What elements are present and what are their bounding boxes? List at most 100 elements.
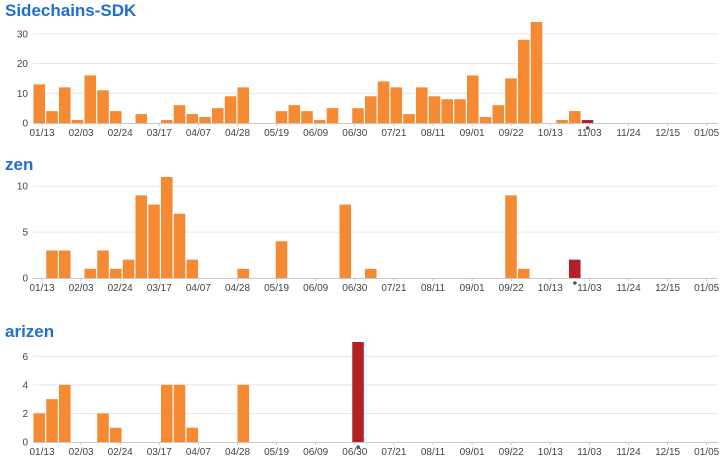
bar bbox=[365, 268, 377, 278]
x-tick-label: 06/30 bbox=[342, 128, 367, 139]
bar bbox=[288, 105, 301, 123]
bar bbox=[110, 111, 122, 123]
bar bbox=[135, 114, 148, 123]
x-tick-label: 04/28 bbox=[225, 128, 250, 139]
bar bbox=[237, 268, 250, 278]
panel-zen: zen 0 5 10 01/13 02/03 02/24 03/17 04/07 04/28 05… bbox=[5, 155, 720, 294]
x-tick-label: 05/19 bbox=[264, 447, 289, 458]
bar bbox=[173, 213, 186, 278]
bar bbox=[122, 259, 135, 278]
bar bbox=[135, 195, 148, 278]
x-tick-label: 11/24 bbox=[616, 128, 641, 139]
x-tick-label: 02/03 bbox=[69, 128, 94, 139]
bar bbox=[505, 195, 517, 278]
current-week-marker bbox=[356, 445, 360, 449]
bar bbox=[46, 111, 58, 123]
bar bbox=[173, 105, 186, 123]
bar bbox=[454, 99, 466, 123]
x-tick-label: 11/03 bbox=[577, 283, 602, 294]
bar bbox=[33, 413, 46, 442]
bar bbox=[505, 78, 517, 123]
x-tick-label: 04/28 bbox=[225, 283, 250, 294]
x-tick-label: 06/30 bbox=[342, 447, 367, 458]
bar bbox=[97, 90, 109, 123]
bar bbox=[530, 22, 543, 123]
bar bbox=[377, 81, 390, 123]
x-tick-label: 02/24 bbox=[108, 128, 133, 139]
bar bbox=[33, 84, 46, 123]
x-tick-label: 01/13 bbox=[29, 283, 54, 294]
bar bbox=[97, 413, 109, 442]
bar bbox=[71, 120, 84, 123]
x-tick-label: 05/19 bbox=[264, 283, 289, 294]
bar-highlight bbox=[581, 120, 594, 123]
bar bbox=[314, 120, 326, 123]
bar bbox=[59, 384, 71, 442]
bar bbox=[161, 177, 173, 278]
x-tick-label: 06/09 bbox=[303, 128, 328, 139]
bar bbox=[365, 96, 377, 123]
x-tick-label: 02/24 bbox=[108, 283, 133, 294]
x-tick-label: 09/22 bbox=[499, 283, 524, 294]
bar bbox=[467, 75, 479, 123]
bar-chart-sidechains-sdk: 0 10 20 30 01/13 02/03 02/24 03/17 04/07 04/28 05/… bbox=[17, 22, 720, 139]
panel-title: Sidechains-SDK bbox=[5, 1, 137, 20]
bar bbox=[556, 120, 568, 123]
x-tick-label: 11/03 bbox=[577, 447, 602, 458]
x-tick-label: 11/24 bbox=[616, 447, 641, 458]
bar-highlight bbox=[569, 259, 581, 278]
x-tick-label: 01/13 bbox=[29, 447, 54, 458]
panel-title: zen bbox=[5, 155, 34, 174]
x-tick-label: 04/07 bbox=[186, 128, 211, 139]
x-tick-label: 08/11 bbox=[421, 128, 446, 139]
bar bbox=[390, 87, 403, 123]
bar bbox=[186, 114, 199, 123]
x-tick-label: 04/07 bbox=[186, 447, 211, 458]
x-tick-label: 10/13 bbox=[538, 128, 563, 139]
x-tick-label: 09/01 bbox=[460, 128, 485, 139]
y-tick-label: 10 bbox=[17, 89, 29, 100]
bar bbox=[518, 39, 530, 123]
bar bbox=[428, 96, 441, 123]
x-tick-label: 10/13 bbox=[538, 447, 563, 458]
x-tick-label: 10/13 bbox=[538, 283, 563, 294]
bar bbox=[224, 96, 237, 123]
x-tick-label: 07/21 bbox=[381, 447, 406, 458]
x-tick-label: 03/17 bbox=[147, 283, 172, 294]
x-tick-label: 02/03 bbox=[69, 447, 94, 458]
x-tick-label: 01/13 bbox=[29, 128, 54, 139]
bar bbox=[339, 204, 352, 278]
bar bbox=[275, 241, 288, 278]
x-tick-label: 06/09 bbox=[303, 447, 328, 458]
x-tick-label: 12/15 bbox=[655, 447, 680, 458]
bar bbox=[173, 384, 186, 442]
x-tick-label: 12/15 bbox=[655, 128, 680, 139]
bar bbox=[237, 87, 250, 123]
x-tick-label: 09/22 bbox=[499, 447, 524, 458]
x-tick-label: 03/17 bbox=[147, 447, 172, 458]
bar bbox=[161, 120, 173, 123]
y-tick-label: 2 bbox=[22, 409, 28, 420]
y-tick-label: 10 bbox=[17, 182, 29, 193]
bar bbox=[352, 108, 364, 123]
bar bbox=[110, 427, 122, 442]
bar bbox=[479, 117, 492, 123]
bar bbox=[148, 204, 160, 278]
bar bbox=[569, 111, 581, 123]
bar-chart-zen: 0 5 10 01/13 02/03 02/24 03/17 04/07 04/28 05/19 0… bbox=[17, 177, 720, 294]
bar bbox=[97, 250, 109, 278]
bar bbox=[518, 268, 530, 278]
bar bbox=[301, 111, 313, 123]
x-tick-label: 11/24 bbox=[616, 283, 641, 294]
y-tick-label: 0 bbox=[22, 119, 28, 130]
bar bbox=[46, 399, 58, 442]
x-tick-label: 08/11 bbox=[421, 283, 446, 294]
x-tick-label: 02/03 bbox=[69, 283, 94, 294]
x-tick-label: 06/30 bbox=[342, 283, 367, 294]
bar bbox=[199, 117, 211, 123]
x-tick-label: 06/09 bbox=[303, 283, 328, 294]
x-tick-label: 07/21 bbox=[381, 283, 406, 294]
bar bbox=[84, 75, 97, 123]
